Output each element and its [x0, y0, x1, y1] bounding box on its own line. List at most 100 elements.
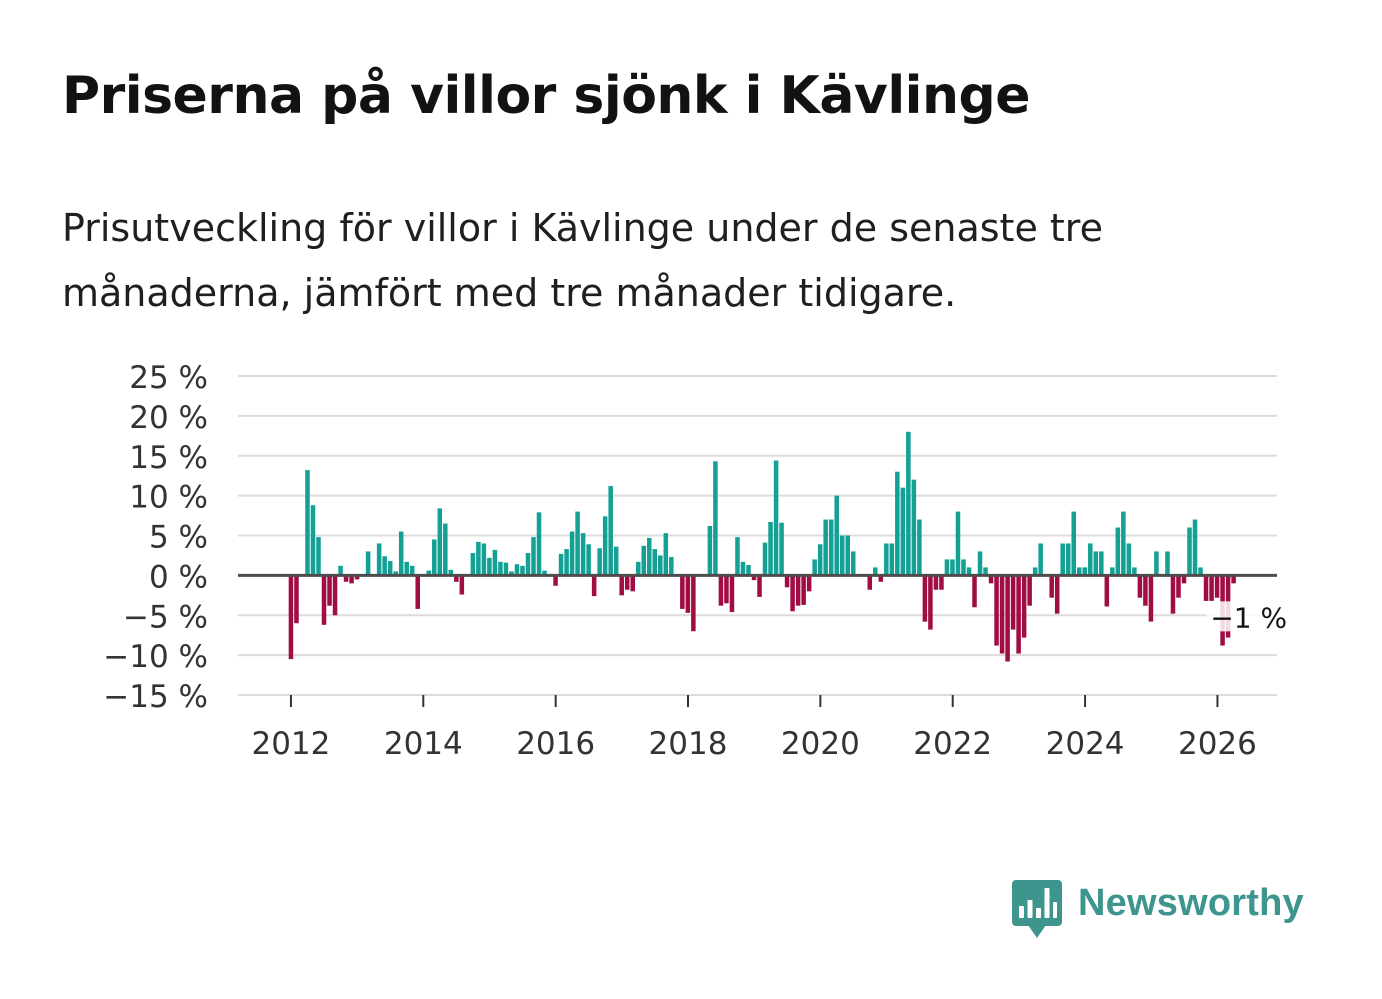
bar — [691, 575, 696, 632]
brand-logo: Newsworthy — [1012, 880, 1304, 940]
y-tick-label: 20 % — [129, 400, 208, 436]
bar — [586, 544, 591, 576]
bar — [338, 565, 343, 576]
x-tick-label: 2016 — [516, 726, 595, 762]
bar — [1115, 527, 1121, 576]
bar — [652, 549, 658, 576]
bar — [1016, 575, 1021, 654]
bar — [520, 565, 525, 576]
bar — [812, 559, 817, 576]
bar — [509, 571, 514, 576]
bar — [387, 561, 393, 576]
bar — [867, 575, 873, 590]
bar — [432, 539, 437, 576]
bar — [321, 575, 327, 625]
bar — [994, 575, 999, 646]
bar — [536, 512, 542, 576]
bars — [288, 431, 1236, 662]
y-tick-label: 25 % — [129, 360, 208, 396]
bar — [580, 533, 586, 576]
bar — [740, 561, 746, 576]
bar — [889, 543, 895, 576]
bar — [635, 561, 641, 576]
bar — [1187, 527, 1192, 576]
bar — [718, 575, 724, 606]
bar — [1154, 551, 1159, 576]
bar — [487, 557, 492, 576]
bar — [1060, 543, 1065, 576]
bar — [895, 471, 900, 576]
y-tick-label: 5 % — [149, 520, 208, 556]
bar — [746, 565, 751, 576]
bar — [1148, 575, 1154, 622]
annotation-background — [1206, 601, 1291, 632]
bar — [608, 486, 613, 576]
bar — [349, 575, 354, 584]
bar — [514, 564, 520, 576]
x-tick-label: 2014 — [384, 726, 463, 762]
bar — [1126, 543, 1132, 576]
bar — [988, 575, 994, 584]
bar — [310, 505, 316, 576]
bar — [1005, 575, 1010, 662]
bar — [1088, 543, 1093, 576]
bar — [1021, 575, 1027, 638]
bar — [647, 537, 652, 576]
page-title: Priserna på villor sjönk i Kävlinge — [62, 66, 1031, 126]
bar — [481, 543, 487, 576]
bar — [939, 575, 944, 590]
bar — [602, 516, 608, 576]
bar — [591, 575, 597, 597]
bar — [795, 575, 801, 606]
bar — [575, 511, 580, 576]
bar — [525, 553, 531, 576]
bar — [305, 470, 310, 576]
x-axis-ticks: 2012 2014 2016 2018 2020 2022 2024 2026 — [251, 695, 1257, 762]
bar — [884, 543, 889, 576]
y-tick-label: 0 % — [149, 559, 208, 595]
x-tick-label: 2020 — [781, 726, 860, 762]
bar — [619, 575, 624, 596]
bar — [1176, 575, 1181, 598]
bar — [1192, 519, 1198, 576]
bar — [933, 575, 939, 590]
x-tick-label: 2026 — [1178, 726, 1257, 762]
bar — [944, 559, 950, 576]
bar — [1104, 575, 1110, 607]
bar — [773, 460, 779, 576]
bar — [961, 559, 966, 576]
bar — [327, 575, 332, 606]
bar-chart-speech-bubble-icon — [1012, 880, 1062, 938]
bar — [707, 525, 713, 576]
bar — [784, 575, 790, 588]
bar — [564, 549, 569, 576]
bar — [454, 575, 459, 582]
bar — [950, 559, 955, 576]
bar — [1181, 575, 1187, 584]
bar — [1027, 575, 1032, 606]
bar — [762, 542, 768, 576]
y-tick-label: 10 % — [129, 480, 208, 516]
bar — [531, 537, 536, 576]
bar — [1054, 575, 1060, 614]
bar — [1137, 575, 1143, 598]
bar — [542, 570, 547, 576]
bar — [470, 553, 476, 576]
page-subtitle: Prisutveckling för villor i Kävlinge und… — [62, 206, 1103, 315]
bar — [343, 575, 349, 582]
bar — [613, 546, 619, 576]
bar — [437, 508, 443, 576]
x-tick-label: 2018 — [649, 726, 728, 762]
bar — [999, 575, 1005, 654]
bar — [398, 531, 404, 576]
bar — [1143, 575, 1148, 606]
bar — [817, 544, 823, 576]
bar — [1214, 575, 1220, 598]
y-tick-label: −10 % — [103, 639, 208, 675]
bar — [922, 575, 928, 622]
bar — [757, 575, 762, 597]
bar — [1071, 511, 1076, 576]
bar — [492, 549, 498, 576]
y-tick-label: −5 % — [123, 599, 208, 635]
bar — [1082, 567, 1088, 576]
